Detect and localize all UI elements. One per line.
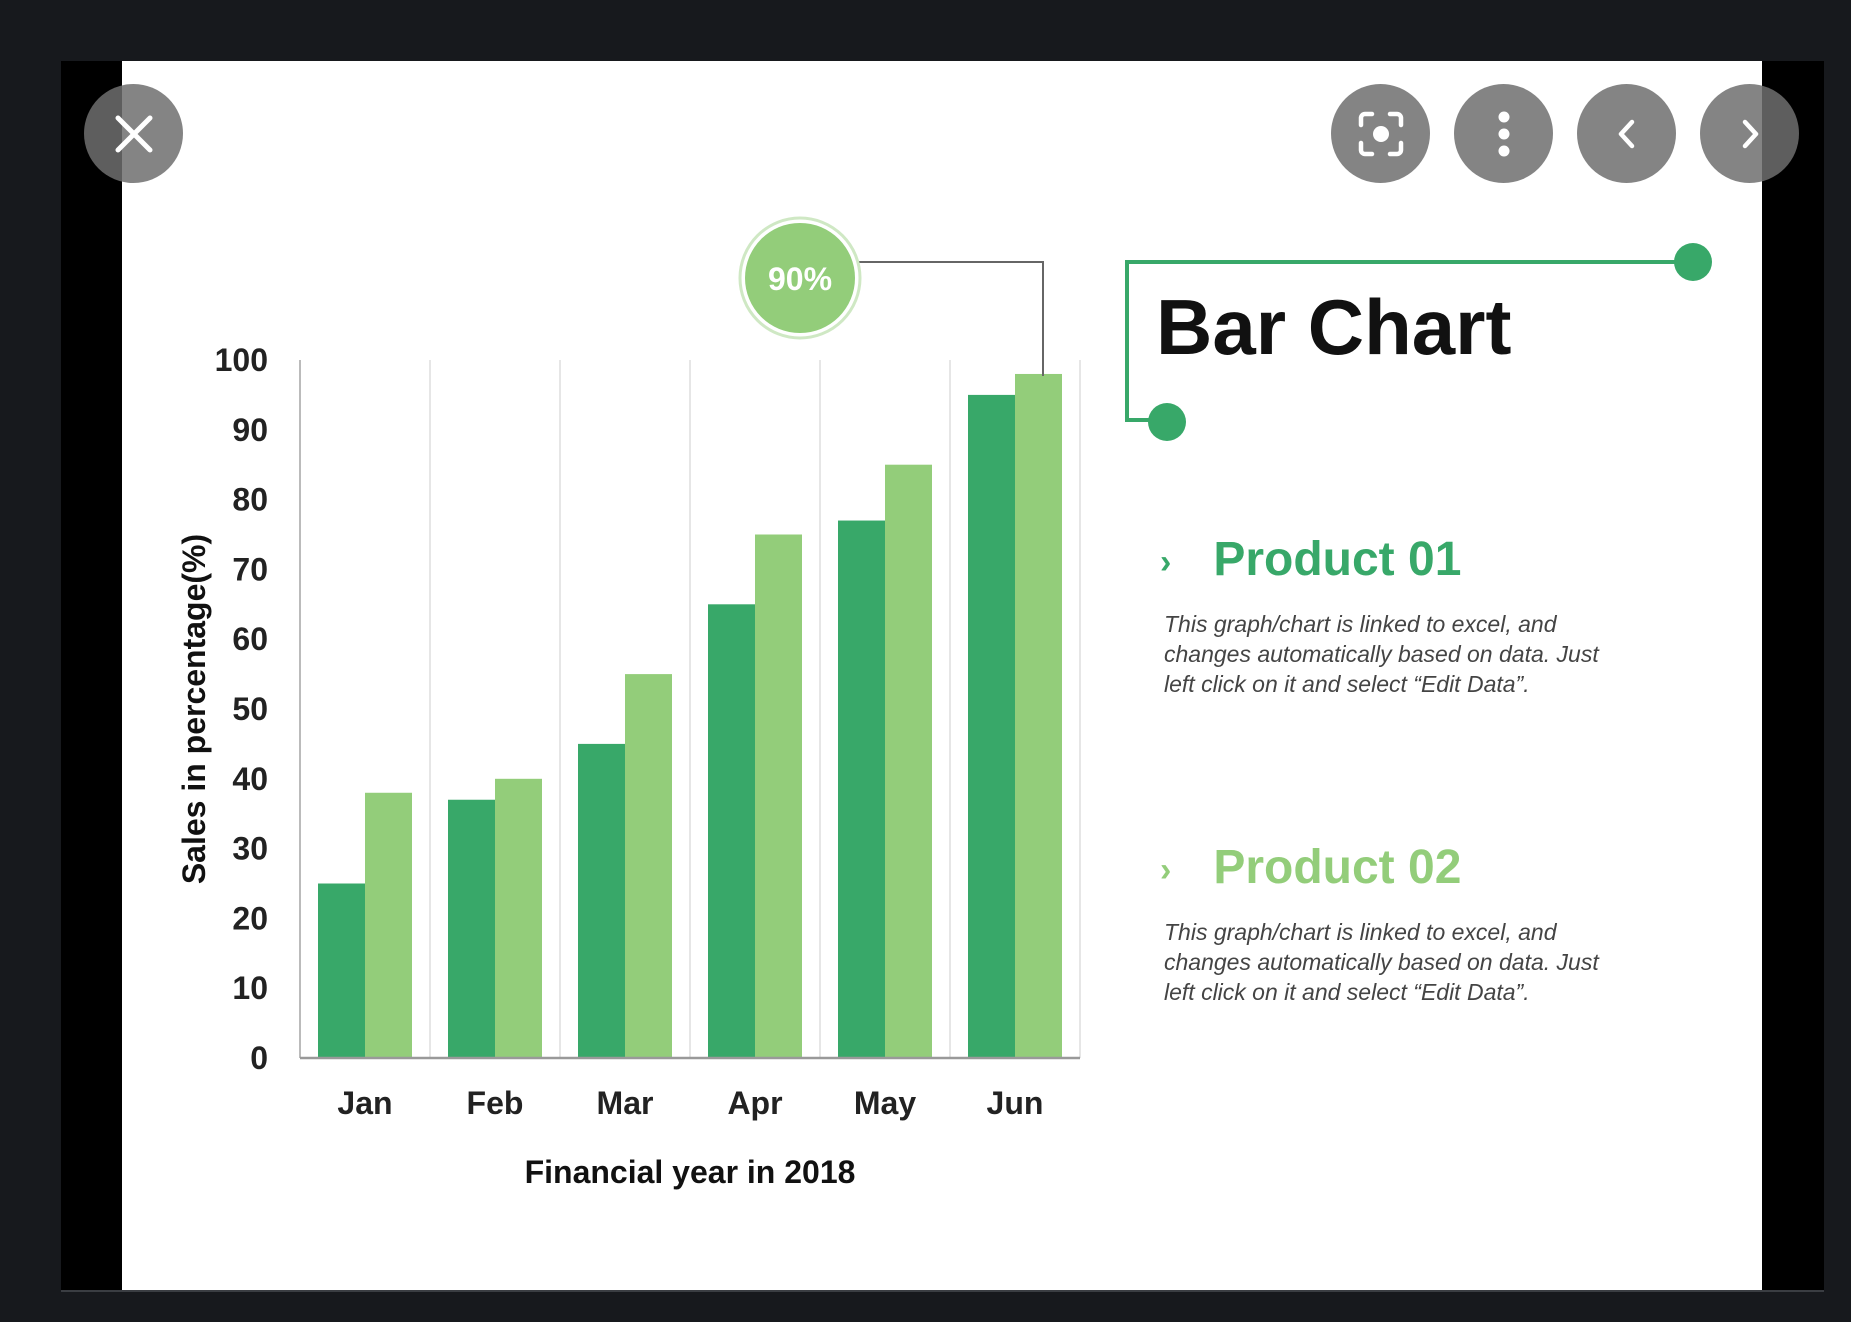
y-tick-label: 50	[232, 691, 268, 727]
y-tick-label: 40	[232, 761, 268, 797]
chevron-right-icon	[1742, 119, 1758, 148]
x-tick-label: Mar	[597, 1085, 654, 1121]
slide-image	[122, 61, 1762, 1290]
grid-lines	[299, 360, 1081, 1058]
y-tick-label: 60	[232, 621, 268, 657]
callout-label: 90%	[768, 261, 832, 297]
lens-icon	[1358, 111, 1403, 156]
product-02-name: Product 02	[1213, 841, 1462, 894]
x-axis-title: Financial year in 2018	[525, 1154, 856, 1190]
bar-product-01-may	[838, 520, 885, 1058]
bar-product-02-feb	[495, 778, 542, 1058]
product-01-heading: › Product 01	[1160, 536, 1461, 584]
next-button[interactable]	[1700, 84, 1799, 183]
axes	[299, 360, 1080, 1060]
bar-product-02-mar	[625, 674, 672, 1058]
chevron-right-icon: ›	[1160, 543, 1172, 581]
bar-product-02-apr	[755, 534, 802, 1058]
product-01-description: This graph/chart is linked to excel, and…	[1164, 611, 1599, 697]
y-tick-label: 30	[232, 831, 268, 867]
tick-labels: Jan Feb Mar Apr May Jun 0 10 20 30 40 50 60 70 80 90 100	[215, 342, 1044, 1121]
bar-product-01-apr	[708, 604, 755, 1058]
x-tick-label: Jan	[337, 1085, 392, 1121]
product-01-name: Product 01	[1213, 533, 1462, 586]
x-tick-label: May	[854, 1085, 916, 1121]
y-tick-label: 70	[232, 551, 268, 587]
y-tick-label: 0	[250, 1040, 268, 1076]
bar-series	[318, 373, 1062, 1059]
more-options-button[interactable]	[1454, 84, 1553, 183]
y-tick-label: 10	[232, 970, 268, 1006]
image-viewer	[61, 61, 1824, 1290]
lens-button[interactable]	[1331, 84, 1430, 183]
chevron-left-icon	[1618, 119, 1634, 148]
y-axis-title: Sales in percentage(%)	[176, 534, 212, 884]
bar-product-01-jan	[318, 883, 365, 1058]
bar-product-01-mar	[578, 743, 625, 1058]
callout-bubble	[745, 223, 855, 333]
y-tick-label: 90	[232, 412, 268, 448]
previous-button[interactable]	[1577, 84, 1676, 183]
close-button[interactable]	[84, 84, 183, 183]
bar-product-01-jun	[968, 394, 1015, 1058]
y-tick-label: 20	[232, 900, 268, 936]
viewer-divider	[61, 1290, 1824, 1292]
title-bracket-line	[1125, 260, 1693, 422]
bar-product-02-jan	[365, 792, 412, 1058]
x-tick-label: Jun	[987, 1085, 1044, 1121]
bar-product-02-may	[885, 464, 932, 1058]
product-02-heading: › Product 02	[1160, 844, 1461, 892]
more-vert-icon	[1498, 111, 1509, 156]
y-tick-label: 100	[215, 342, 268, 378]
slide-title: Bar Chart	[1156, 283, 1512, 371]
x-tick-label: Feb	[467, 1085, 524, 1121]
x-tick-label: Apr	[727, 1085, 782, 1121]
chevron-right-icon: ›	[1160, 851, 1172, 889]
callout-connector	[858, 261, 1044, 376]
y-tick-label: 80	[232, 482, 268, 518]
product-02-description: This graph/chart is linked to excel, and…	[1164, 919, 1599, 1005]
title-decoration	[738, 216, 1712, 441]
bracket-dot-left	[1148, 403, 1186, 441]
close-icon	[115, 115, 152, 152]
bar-product-01-feb	[448, 799, 495, 1058]
bracket-dot-right	[1674, 243, 1712, 281]
bar-product-02-jun	[1015, 373, 1062, 1059]
